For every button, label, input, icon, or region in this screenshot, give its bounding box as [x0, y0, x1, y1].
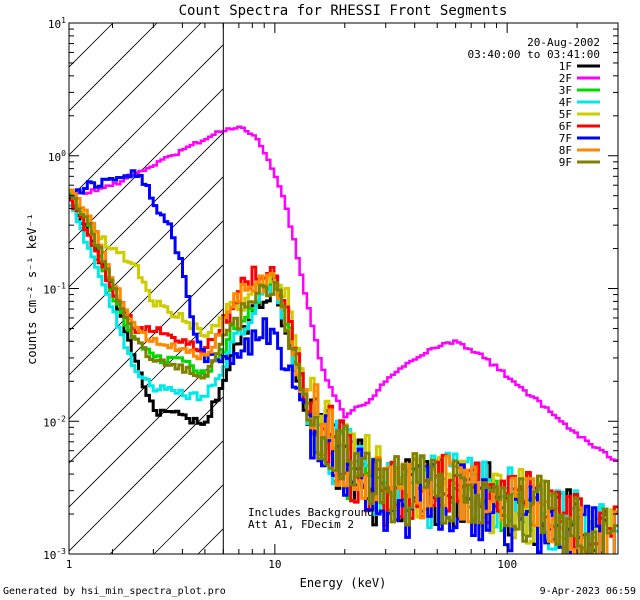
legend-label-6F: 6F	[559, 120, 572, 133]
hatch-line	[69, 44, 224, 200]
legend-label-7F: 7F	[559, 132, 572, 145]
series-9F-line	[69, 194, 618, 554]
y-tick-label: 10-2	[43, 414, 66, 429]
legend-label-5F: 5F	[559, 108, 572, 121]
hatch-line	[69, 352, 224, 508]
date-label: 20-Aug-2002	[527, 36, 600, 49]
y-tick-label: 100	[48, 149, 66, 164]
chart-title: Count Spectra for RHESSI Front Segments	[179, 3, 508, 19]
legend-label-8F: 8F	[559, 144, 572, 157]
legend-label-4F: 4F	[559, 96, 572, 109]
x-tick-label: 100	[497, 558, 517, 571]
y-tick-label: 10-1	[43, 282, 66, 297]
y-tick-label: 10-3	[43, 547, 66, 562]
footer-timestamp: 9-Apr-2023 06:59	[540, 586, 636, 597]
legend-label-9F: 9F	[559, 156, 572, 169]
annotation-attenuator: Att A1, FDecim 2	[248, 518, 354, 531]
hatch-line	[109, 440, 224, 554]
hatch-line	[69, 23, 202, 156]
annotation-background: Includes Background	[248, 506, 374, 519]
legend-label-3F: 3F	[559, 84, 572, 97]
hatch-line	[69, 396, 224, 552]
hatch-line	[69, 264, 224, 420]
y-axis-label: counts cm⁻² s⁻¹ keV⁻¹	[25, 213, 39, 365]
time-range-label: 03:40:00 to 03:41:00	[468, 48, 600, 61]
legend-label-1F: 1F	[559, 60, 572, 73]
legend-label-2F: 2F	[559, 72, 572, 85]
hatch-line	[69, 220, 224, 376]
series-group	[69, 125, 618, 554]
x-axis-label: Energy (keV)	[300, 576, 387, 590]
axis-ticks: 1 10 100 101 100 10-1 10-2 10-3	[43, 16, 619, 571]
footer-generated-by: Generated by hsi_min_spectra_plot.pro	[3, 586, 226, 597]
x-tick-label: 1	[66, 558, 73, 571]
hatch-line	[69, 88, 224, 244]
series-8F-line	[69, 188, 618, 554]
y-tick-label: 101	[48, 16, 66, 31]
series-2F-line	[69, 125, 618, 462]
x-tick-label: 10	[268, 558, 281, 571]
